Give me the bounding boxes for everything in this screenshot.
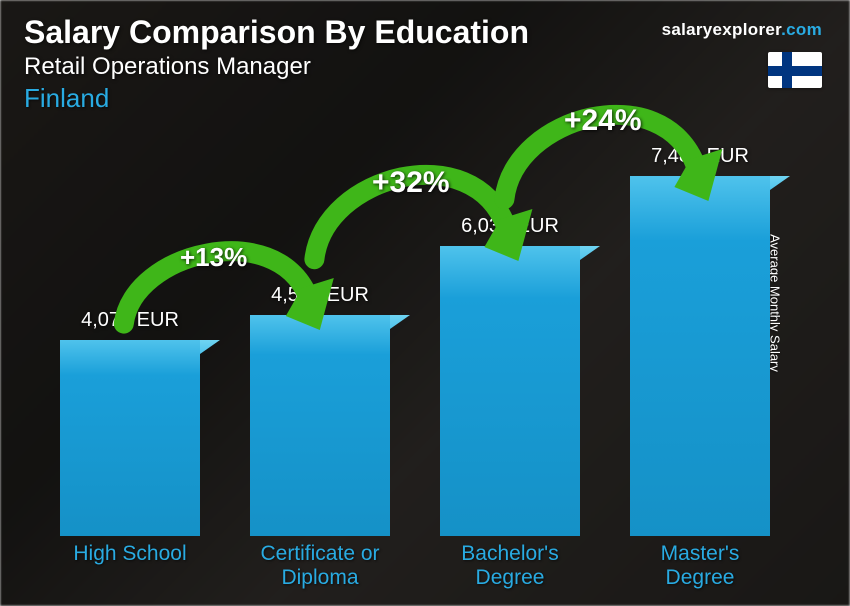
bar-value-label: 4,070 EUR [81, 309, 179, 332]
chart-stage: Salary Comparison By Education Retail Op… [0, 0, 850, 606]
bar-value-label: 4,590 EUR [271, 284, 369, 307]
bar-front-face [250, 315, 390, 536]
flag-finland [768, 52, 822, 88]
bar-category-label: High School [73, 542, 186, 592]
bar-column: 4,590 EUR Certificate orDiploma [230, 284, 410, 592]
chart-subtitle: Retail Operations Manager [24, 53, 830, 81]
bar-value-label: 6,030 EUR [461, 215, 559, 238]
bar-front-face [440, 246, 580, 536]
bar [630, 176, 770, 536]
bar-front-face [60, 340, 200, 536]
bar [250, 315, 390, 536]
bar-front-face [630, 176, 770, 536]
bar-category-label: Certificate orDiploma [260, 542, 379, 592]
increase-percent-label: +13% [180, 242, 247, 273]
increase-percent-label: +32% [372, 166, 450, 200]
bar-column: 7,480 EUR Master'sDegree [610, 145, 790, 592]
bar [440, 246, 580, 536]
site-logo: salaryexplorer.com [662, 20, 822, 40]
logo-text: salaryexplorer [662, 20, 782, 39]
header: Salary Comparison By Education Retail Op… [24, 14, 830, 114]
bar-value-label: 7,480 EUR [651, 145, 749, 168]
bar-category-label: Bachelor'sDegree [461, 542, 558, 592]
chart-country: Finland [24, 83, 830, 114]
increase-percent-label: +24% [564, 104, 642, 138]
bar-column: 6,030 EUR Bachelor'sDegree [420, 215, 600, 592]
bar-column: 4,070 EUR High School [40, 309, 220, 592]
bar-category-label: Master'sDegree [661, 542, 740, 592]
logo-suffix: .com [781, 20, 822, 39]
bar [60, 340, 200, 536]
